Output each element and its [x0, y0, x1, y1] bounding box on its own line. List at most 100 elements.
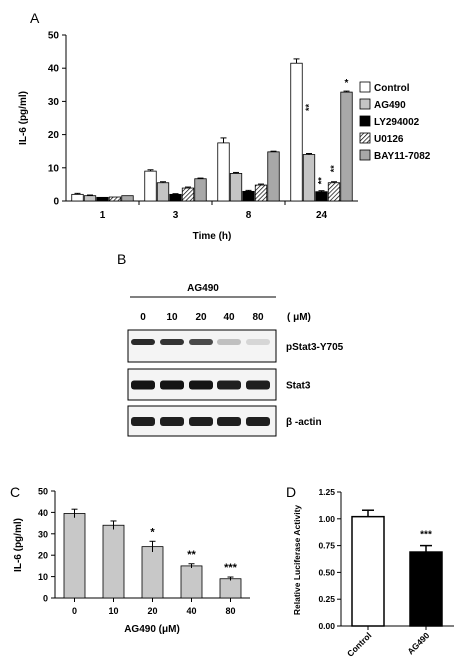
chart-a-x-tick-label: 8	[246, 210, 252, 221]
chart-a-bar	[169, 193, 182, 202]
chart-c-bar	[219, 578, 242, 599]
blot-membrane	[127, 329, 277, 363]
chart-a-bar	[144, 170, 157, 202]
chart-a-bar	[267, 151, 280, 202]
chart-c-x-tick-label: 40	[186, 606, 196, 616]
chart-c-ylabel: IL-6 (pg/ml)	[13, 518, 24, 572]
chart-d-y-tick-label: 0.25	[318, 594, 335, 604]
chart-d-y-tick-label: 1.25	[318, 487, 335, 497]
panel-label-a: A	[30, 10, 40, 26]
chart-a-significance: **	[329, 165, 339, 173]
chart-a-bar	[83, 195, 97, 202]
western-blot: AG490 0 10 20 40 80 ( μM) pStat3-Y705 Stat3 β …	[127, 283, 344, 437]
chart-a-bar	[194, 178, 207, 202]
chart-c-y-tick-label: 10	[38, 572, 48, 582]
chart-a-significance: *	[345, 78, 349, 89]
legend-label: LY294002	[374, 117, 420, 128]
chart-c-y-tick-label: 20	[38, 551, 48, 561]
chart-a-bar	[181, 187, 195, 202]
chart-c-significance: **	[187, 549, 196, 561]
chart-d-y-tick-label: 0.00	[318, 621, 335, 631]
chart-c-y-tick-label: 0	[43, 594, 48, 604]
blot-unit-label: ( μM)	[287, 312, 311, 323]
chart-d-bar	[351, 515, 385, 627]
blot-lane-label: 80	[252, 312, 264, 323]
chart-c-bar	[102, 524, 125, 599]
chart-a-bar	[121, 195, 134, 202]
blot-row-label: pStat3-Y705	[286, 342, 344, 353]
chart-a-x-tick-label: 3	[173, 210, 179, 221]
blot-band	[217, 380, 241, 390]
chart-d-y-tick-label: 0.75	[318, 541, 335, 551]
legend-swatch	[359, 115, 371, 127]
blot-band	[160, 380, 184, 390]
chart-d-ylabel: Relative Luciferase Activity	[292, 505, 302, 616]
blot-band	[189, 417, 213, 426]
chart-d-significance: ***	[420, 530, 432, 541]
blot-row-label: Stat3	[286, 381, 311, 392]
chart-c-x-tick-label: 20	[147, 606, 157, 616]
blot-band	[189, 339, 213, 345]
chart-a-y-tick-label: 20	[48, 130, 60, 141]
chart-c-bar	[180, 565, 203, 599]
blot-treatment-label: AG490	[187, 283, 219, 294]
blot-band	[246, 417, 270, 426]
chart-c-x-tick-label: 80	[225, 606, 235, 616]
chart-a-bar	[302, 154, 316, 202]
panel-label-c: C	[10, 484, 20, 500]
chart-d-x-tick-label: AG490	[405, 630, 431, 656]
chart-a-y-tick-label: 30	[48, 97, 60, 108]
chart-a-legend: Control AG490 LY294002 U0126 BAY11-7082	[359, 81, 431, 162]
chart-a-bar	[217, 142, 230, 202]
chart-a-bar	[229, 173, 243, 202]
chart-c-xlabel: AG490 (μM)	[124, 624, 180, 635]
legend-swatch	[359, 132, 371, 144]
chart-a-significance: **	[304, 104, 314, 112]
chart-a-y-tick-label: 50	[48, 31, 60, 42]
chart-c-y-tick-label: 40	[38, 508, 48, 518]
chart-a-x-tick-label: 24	[316, 210, 328, 221]
chart-c-x-tick-label: 10	[108, 606, 118, 616]
chart-d-y-tick-label: 0.50	[318, 567, 335, 577]
panel-label-d: D	[286, 484, 296, 500]
chart-a-bar	[290, 62, 303, 202]
blot-band	[246, 339, 270, 345]
chart-c-significance: *	[150, 526, 155, 538]
legend-swatch	[359, 81, 371, 93]
blot-lane-label: 10	[166, 312, 178, 323]
blot-band	[160, 339, 184, 345]
blot-lane-label: 0	[140, 312, 146, 323]
chart-a-bar	[340, 91, 353, 202]
legend-swatch	[359, 98, 371, 110]
legend-label: BAY11-7082	[374, 151, 431, 162]
legend-label: AG490	[374, 100, 406, 111]
chart-a-bar	[242, 190, 255, 202]
chart-c-significance: ***	[224, 562, 238, 574]
chart-d-x-tick-label: Control	[345, 630, 373, 658]
blot-band	[131, 380, 155, 390]
blot-band	[160, 417, 184, 426]
chart-a-bar	[156, 182, 170, 202]
legend-swatch	[359, 149, 371, 161]
panel-label-b: B	[117, 251, 126, 267]
chart-d-y-tick-label: 1.00	[318, 514, 335, 524]
blot-lane-label: 20	[195, 312, 207, 323]
chart-a-y-tick-label: 10	[48, 163, 60, 174]
chart-a-bar	[96, 196, 109, 202]
chart-a-significance: **	[317, 177, 327, 185]
chart-d-bar	[409, 551, 443, 627]
chart-a-bar	[315, 191, 328, 202]
blot-band	[189, 380, 213, 390]
chart-c-y-tick-label: 30	[38, 529, 48, 539]
chart-c-x-tick-label: 0	[72, 606, 77, 616]
chart-a-ylabel: IL-6 (pg/ml)	[18, 91, 29, 145]
legend-label: U0126	[374, 134, 404, 145]
chart-a-bar	[327, 182, 341, 202]
chart-d: 0.00 0.25 0.50 0.75 1.00 1.25 Control AG490 **…	[292, 487, 454, 659]
chart-a-bar	[254, 184, 268, 202]
blot-band	[131, 339, 155, 345]
chart-c-bar	[141, 546, 164, 599]
